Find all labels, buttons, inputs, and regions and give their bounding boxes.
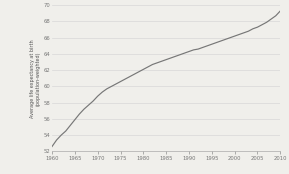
Y-axis label: Average life expectancy at birth
(population-weighted): Average life expectancy at birth (popula…: [29, 39, 41, 118]
